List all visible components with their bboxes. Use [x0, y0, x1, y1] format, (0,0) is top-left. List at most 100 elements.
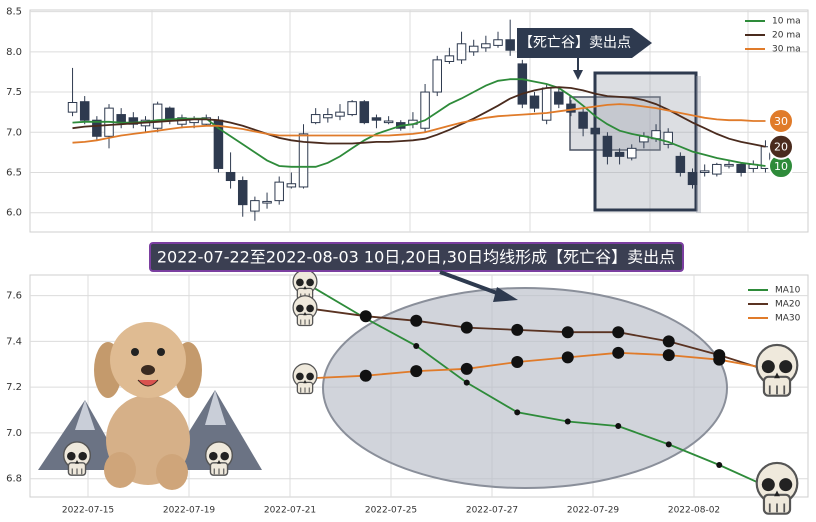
- y-tick-label: 6.5: [6, 167, 22, 178]
- candle-body: [724, 163, 734, 167]
- grid: 6.0 6.5 7.0 7.5 8.0 8.5: [6, 7, 808, 232]
- series-marker: [612, 346, 625, 359]
- candle-body: [541, 87, 552, 121]
- candle-body: [663, 131, 673, 145]
- series-marker: [716, 461, 723, 468]
- dog-eye: [131, 348, 139, 356]
- y-tick-label: 8.5: [6, 7, 22, 18]
- dog-paw: [156, 454, 188, 490]
- series-marker: [662, 335, 675, 348]
- x-tick-label: 2022-08-02: [668, 506, 720, 516]
- series-marker: [615, 423, 622, 430]
- x-tick-label: 2022-07-29: [567, 506, 620, 516]
- legend: MA10 MA20 MA30: [748, 286, 801, 324]
- candle-body: [335, 111, 345, 117]
- candle-body: [116, 114, 126, 124]
- y-tick-label: 7.5: [6, 87, 22, 98]
- dog-mouth: [137, 379, 159, 387]
- candle-body: [310, 114, 321, 124]
- end-badge-label: 10: [774, 160, 788, 173]
- candle-body: [578, 111, 588, 129]
- x-tick-label: 2022-07-27: [466, 506, 518, 516]
- candle-body: [736, 163, 746, 173]
- candle-body: [614, 151, 625, 157]
- candle-body: [67, 102, 78, 113]
- y-tick-label: 6.0: [6, 208, 22, 219]
- x-tick-label: 2022-07-21: [264, 506, 316, 516]
- legend-label: 20 ma: [772, 31, 801, 41]
- candle-body: [517, 63, 528, 105]
- dog-head: [110, 322, 186, 398]
- series-marker: [410, 365, 423, 378]
- series-marker: [514, 409, 521, 416]
- candle-body: [675, 155, 686, 173]
- legend: 10 ma 20 ma 30 ma: [745, 17, 801, 55]
- series-line: [314, 287, 771, 489]
- plot-data: 10 20 30: [67, 19, 794, 221]
- end-badge: [768, 133, 794, 160]
- x-tick-label: 2022-07-19: [163, 506, 216, 516]
- banner: [149, 242, 684, 272]
- y-tick-label: 7.0: [6, 428, 22, 439]
- series-marker: [511, 323, 524, 336]
- candle-body: [79, 101, 90, 121]
- series-line: [315, 308, 771, 372]
- dog-paw: [104, 452, 136, 488]
- candle-body: [92, 119, 102, 137]
- series-marker: [612, 326, 625, 339]
- candle-body: [323, 114, 333, 119]
- end-badge-label: 20: [774, 141, 788, 154]
- candle-body: [566, 103, 576, 113]
- candle-body: [237, 180, 248, 206]
- candle-body: [468, 45, 479, 53]
- legend-label: 10 ma: [772, 17, 801, 27]
- candle-body: [481, 43, 491, 49]
- y-tick-label: 7.4: [6, 336, 22, 347]
- candle-body: [712, 163, 722, 175]
- legend-label: MA20: [775, 300, 801, 310]
- series-marker: [359, 310, 372, 323]
- candle-body: [590, 127, 601, 135]
- series-marker: [460, 321, 473, 334]
- series-marker: [460, 362, 473, 375]
- annotation-box: [517, 28, 652, 58]
- series-marker: [463, 379, 470, 386]
- y-tick-label: 6.8: [6, 474, 22, 485]
- series-marker: [665, 441, 672, 448]
- y-tick-label: 8.0: [6, 47, 22, 58]
- legend-label: MA30: [775, 314, 801, 324]
- series-marker: [561, 326, 574, 339]
- candle-body: [444, 55, 455, 62]
- candle-body: [505, 39, 515, 51]
- candle-body: [286, 183, 297, 188]
- candle-body: [456, 43, 467, 61]
- series-marker: [662, 349, 675, 362]
- series-marker: [561, 351, 574, 364]
- series-marker: [413, 342, 420, 349]
- mountains: [38, 390, 262, 470]
- candle-body: [274, 181, 284, 202]
- candle-body: [420, 91, 430, 129]
- ma-line: [72, 103, 766, 144]
- series-line: [315, 351, 770, 379]
- banner-title: 2022-07-22至2022-08-03 10日,20日,30日均线形成【死亡…: [157, 248, 675, 267]
- banner-arrowhead: [493, 287, 518, 302]
- annotation-arrowhead: [573, 70, 583, 80]
- end-badge: [768, 108, 794, 134]
- legend-label: 30 ma: [772, 45, 801, 55]
- mountain: [38, 400, 125, 470]
- series-marker: [511, 355, 524, 368]
- x-tick-label: 2022-07-25: [365, 506, 417, 516]
- mountain-snow: [205, 390, 226, 425]
- candle-body: [152, 103, 163, 129]
- y-tick-label: 7.0: [6, 127, 22, 138]
- candle-body: [262, 200, 272, 204]
- annotation: 【死亡谷】卖出点: [519, 35, 631, 51]
- mountain-snow: [75, 400, 95, 430]
- candle-body: [298, 133, 309, 188]
- y-tick-label: 7.6: [6, 291, 22, 302]
- dog-nose: [141, 365, 155, 375]
- candle-body: [493, 39, 503, 46]
- candle-body: [626, 147, 637, 159]
- series-marker: [410, 314, 423, 327]
